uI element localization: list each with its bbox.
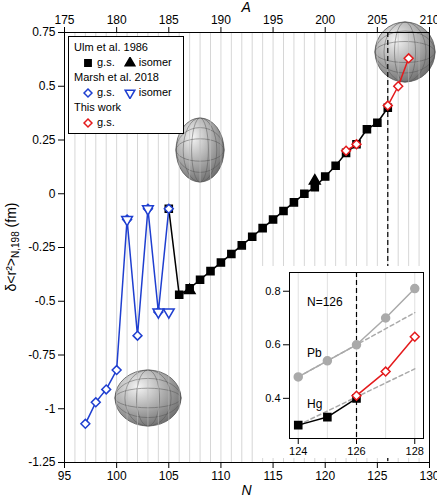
html-text:g.s.: g.s. bbox=[97, 86, 115, 98]
svg-text:-1: -1 bbox=[45, 402, 56, 416]
svg-text:205: 205 bbox=[367, 13, 387, 27]
svg-text:-0.75: -0.75 bbox=[28, 348, 56, 362]
svg-text:0.6: 0.6 bbox=[265, 338, 280, 350]
svg-text:Hg: Hg bbox=[307, 397, 322, 411]
svg-text:128: 128 bbox=[406, 445, 424, 457]
svg-text:185: 185 bbox=[159, 13, 179, 27]
svg-text:125: 125 bbox=[367, 469, 387, 483]
html-text:N: N bbox=[241, 482, 252, 498]
svg-text:N=126: N=126 bbox=[307, 295, 343, 309]
svg-text:190: 190 bbox=[211, 13, 231, 27]
html-text:g.s.: g.s. bbox=[97, 116, 115, 128]
svg-text:200: 200 bbox=[315, 13, 335, 27]
svg-text:105: 105 bbox=[159, 469, 179, 483]
svg-text:0.8: 0.8 bbox=[265, 285, 280, 297]
svg-text:95: 95 bbox=[58, 469, 72, 483]
svg-text:0: 0 bbox=[49, 187, 56, 201]
svg-text:-1.25: -1.25 bbox=[28, 455, 56, 469]
html-text:A: A bbox=[241, 0, 251, 15]
html-text:isomer: isomer bbox=[138, 56, 172, 68]
html-text:Marsh et al. 2018: Marsh et al. 2018 bbox=[74, 71, 159, 83]
svg-text:-0.5: -0.5 bbox=[35, 294, 56, 308]
svg-text:120: 120 bbox=[315, 469, 335, 483]
svg-text:210: 210 bbox=[419, 13, 437, 27]
svg-text:126: 126 bbox=[347, 445, 365, 457]
svg-text:0.25: 0.25 bbox=[32, 133, 56, 147]
html-text:This work: This work bbox=[74, 101, 122, 113]
svg-text:100: 100 bbox=[107, 469, 127, 483]
html-text:isomer: isomer bbox=[138, 86, 172, 98]
svg-text:130: 130 bbox=[419, 469, 437, 483]
svg-text:0.75: 0.75 bbox=[32, 25, 56, 39]
html-text:δ<r²>: δ<r²> bbox=[2, 258, 19, 292]
html-text:g.s.: g.s. bbox=[97, 56, 115, 68]
svg-text:175: 175 bbox=[54, 13, 74, 27]
svg-text:110: 110 bbox=[211, 469, 230, 483]
html-text:Ulm et al. 1986: Ulm et al. 1986 bbox=[74, 41, 148, 53]
svg-text:180: 180 bbox=[107, 13, 127, 27]
svg-text:115: 115 bbox=[264, 469, 283, 483]
svg-text:-0.25: -0.25 bbox=[28, 240, 56, 254]
svg-text:195: 195 bbox=[263, 13, 283, 27]
html-text:N,198: N,198 bbox=[10, 231, 22, 258]
svg-text:0.5: 0.5 bbox=[39, 79, 56, 93]
svg-text:0.4: 0.4 bbox=[265, 392, 280, 404]
svg-text:Pb: Pb bbox=[307, 346, 322, 360]
html-text:(fm): (fm) bbox=[2, 202, 19, 232]
svg-text:124: 124 bbox=[289, 445, 307, 457]
